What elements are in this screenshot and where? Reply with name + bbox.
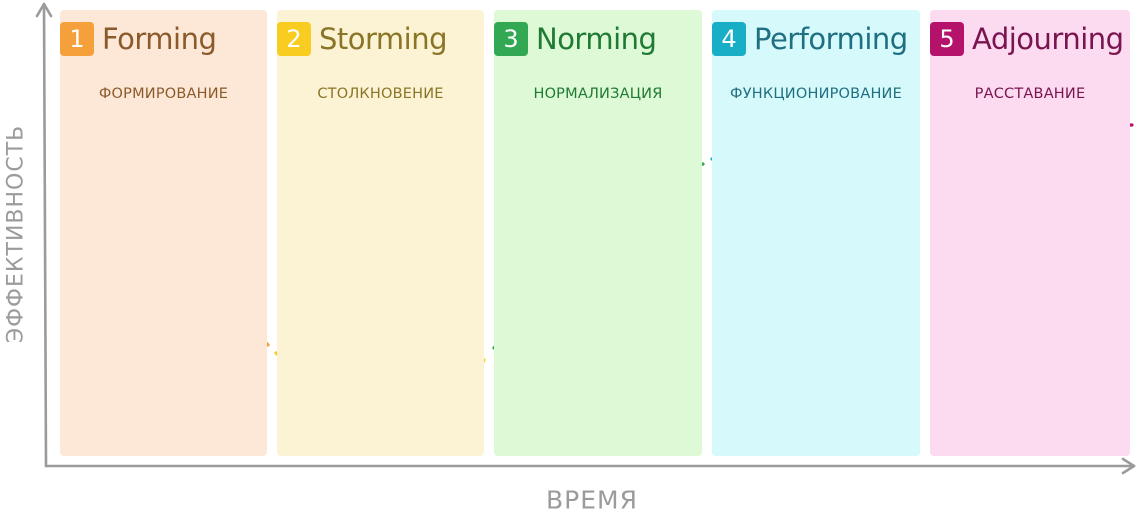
- stage-title-storming: Storming: [319, 22, 448, 56]
- x-axis-arrowhead: [1121, 457, 1136, 475]
- stage-header-storming: 2 Storming: [277, 22, 448, 56]
- stage-number-badge-storming: 2: [277, 22, 311, 56]
- y-axis-arrow: [35, 2, 53, 468]
- stage-subtitle-performing: ФУНКЦИОНИРОВАНИЕ: [730, 86, 902, 102]
- y-axis-arrowhead: [35, 2, 53, 18]
- stage-number-badge-norming: 3: [494, 22, 528, 56]
- stage-header-adjourning: 5 Adjourning: [930, 22, 1124, 56]
- stage-panel-performing: 4 Performing ФУНКЦИОНИРОВАНИЕ: [712, 10, 920, 456]
- stage-subtitle-adjourning: РАССТАВАНИЕ: [974, 86, 1086, 102]
- stage-header-performing: 4 Performing: [712, 22, 908, 56]
- x-axis-label: ВРЕМЯ: [546, 485, 638, 515]
- stage-panel-forming: 1 Forming ФОРМИРОВАНИЕ: [60, 10, 267, 456]
- stage-number-badge-forming: 1: [60, 22, 94, 56]
- stage-subtitle-norming: НОРМАЛИЗАЦИЯ: [533, 86, 663, 102]
- stage-panel-norming: 3 Norming НОРМАЛИЗАЦИЯ: [494, 10, 702, 456]
- stage-number-badge-adjourning: 5: [930, 22, 964, 56]
- y-axis-line: [42, 2, 48, 468]
- stage-title-adjourning: Adjourning: [972, 22, 1124, 56]
- stage-panel-storming: 2 Storming СТОЛКНОВЕНИЕ: [277, 10, 484, 456]
- stage-subtitle-storming: СТОЛКНОВЕНИЕ: [317, 86, 444, 102]
- stage-title-forming: Forming: [102, 22, 217, 56]
- stage-title-performing: Performing: [754, 22, 908, 56]
- stage-header-norming: 3 Norming: [494, 22, 657, 56]
- stage-title-norming: Norming: [536, 22, 657, 56]
- y-axis-label: ЭФФЕКТИВНОСТЬ: [3, 124, 29, 344]
- stage-header-forming: 1 Forming: [60, 22, 217, 56]
- stage-subtitle-forming: ФОРМИРОВАНИЕ: [98, 86, 229, 102]
- stage-number-badge-performing: 4: [712, 22, 746, 56]
- x-axis-arrow: [44, 457, 1136, 475]
- stage-panel-adjourning: 5 Adjourning РАССТАВАНИЕ: [930, 10, 1130, 456]
